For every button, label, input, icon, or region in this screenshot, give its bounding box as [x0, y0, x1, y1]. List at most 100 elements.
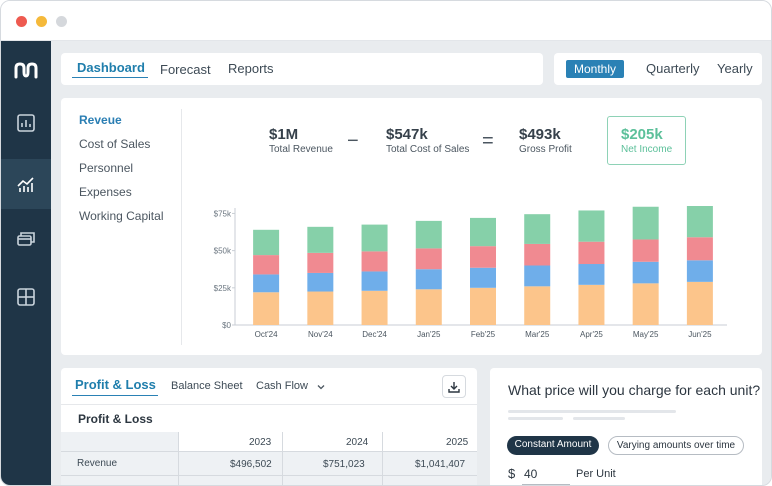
bar-segment: [524, 214, 551, 244]
cards-icon[interactable]: [1, 214, 51, 264]
bar-segment: [524, 286, 551, 325]
x-tick-label: Mar'25: [525, 330, 550, 339]
bar-segment: [361, 224, 388, 252]
placeholder-line: [508, 417, 563, 420]
calculator-icon[interactable]: [1, 98, 51, 148]
pl-divider: [61, 404, 477, 405]
placeholder-line: [573, 417, 625, 420]
bar-segment: [686, 237, 713, 261]
bar-segment: [307, 272, 334, 292]
bar-segment: [578, 241, 605, 265]
bar-segment: [253, 229, 280, 256]
total-revenue-label: Total Revenue: [269, 144, 333, 155]
grid-icon[interactable]: [1, 272, 51, 322]
title-bar: [1, 1, 771, 41]
logo-icon[interactable]: [14, 61, 38, 86]
gross-profit-label: Gross Profit: [519, 144, 572, 155]
download-icon[interactable]: [442, 375, 466, 398]
tab-balance-sheet[interactable]: Balance Sheet: [171, 380, 243, 392]
bar-segment: [632, 261, 659, 284]
x-tick-label: Nov'24: [308, 330, 333, 339]
analytics-icon[interactable]: [1, 159, 51, 209]
column-header-2025: 2025: [446, 437, 469, 448]
bar-segment: [307, 291, 334, 325]
x-tick-label: Feb'25: [471, 330, 496, 339]
bar-segment: [470, 217, 496, 247]
bar-segment: [686, 260, 713, 282]
bar-segment: [307, 252, 334, 273]
menu-item-cost-of-sales[interactable]: Cost of Sales: [79, 137, 151, 151]
y-tick-label: $25k: [214, 284, 232, 293]
menu-item-revenue[interactable]: Reveue: [79, 113, 122, 127]
bar-segment: [470, 267, 496, 288]
row-label-revenue: Revenue: [77, 458, 118, 469]
column-header-2024: 2024: [346, 437, 369, 448]
bar-segment: [470, 287, 496, 325]
bar-segment: [632, 239, 659, 262]
chevron-down-icon[interactable]: [316, 379, 326, 397]
bar-segment: [361, 251, 388, 272]
minus-operator: −: [347, 130, 359, 152]
period-yearly-button[interactable]: Yearly: [717, 61, 753, 76]
tab-forecast[interactable]: Forecast: [160, 62, 211, 77]
bar-segment: [524, 243, 551, 266]
table-cell: $496,502: [230, 459, 272, 470]
bar-segment: [686, 281, 713, 325]
bar-segment: [253, 292, 280, 325]
y-tick-label: $50k: [214, 247, 232, 256]
column-header-2023: 2023: [249, 437, 272, 448]
per-unit-label: Per Unit: [576, 468, 616, 480]
x-tick-label: Dec'24: [362, 330, 387, 339]
net-income-value: $205k: [621, 126, 663, 143]
total-cost-label: Total Cost of Sales: [386, 144, 470, 155]
period-monthly-button[interactable]: Monthly: [566, 60, 624, 78]
table-cell: $1,041,407: [415, 459, 466, 470]
pl-table-header: [179, 432, 477, 451]
close-window-button[interactable]: [16, 16, 27, 27]
bar-segment: [415, 289, 442, 325]
bar-segment: [578, 284, 605, 325]
equals-operator: =: [482, 130, 494, 152]
net-income-box: [607, 116, 686, 165]
menu-item-expenses[interactable]: Expenses: [79, 185, 132, 199]
minimize-window-button[interactable]: [36, 16, 47, 27]
tab-cash-flow[interactable]: Cash Flow: [256, 380, 308, 392]
currency-symbol: $: [508, 466, 516, 481]
price-input[interactable]: 40: [522, 467, 570, 485]
bar-segment: [361, 290, 388, 325]
bar-segment: [253, 274, 280, 293]
tab-reports[interactable]: Reports: [228, 61, 274, 76]
varying-amounts-button[interactable]: Varying amounts over time: [608, 436, 744, 455]
maximize-window-button[interactable]: [56, 16, 67, 27]
bar-segment: [524, 265, 551, 287]
menu-item-working-capital[interactable]: Working Capital: [79, 209, 164, 223]
bar-segment: [253, 255, 280, 275]
bar-segment: [632, 206, 659, 240]
unit-price-card: [490, 368, 762, 485]
menu-divider: [181, 109, 182, 345]
bar-segment: [686, 206, 713, 238]
bar-segment: [415, 220, 442, 249]
total-cost-value: $547k: [386, 126, 428, 143]
constant-amount-button[interactable]: Constant Amount: [507, 436, 599, 455]
period-quarterly-button[interactable]: Quarterly: [646, 61, 700, 76]
tab-dashboard[interactable]: Dashboard: [77, 60, 145, 75]
pl-title: Profit & Loss: [78, 412, 153, 426]
x-tick-label: Jun'25: [688, 330, 712, 339]
y-tick-label: $0: [222, 321, 231, 330]
menu-item-personnel[interactable]: Personnel: [79, 161, 134, 175]
placeholder-line: [508, 410, 676, 413]
tab-profit-loss[interactable]: Profit & Loss: [75, 377, 156, 392]
bar-segment: [470, 246, 496, 268]
bar-segment: [578, 210, 605, 242]
bar-segment: [361, 271, 388, 291]
pl-tab-underline: [72, 395, 158, 396]
revenue-stacked-bar-chart: $0 $25k $50k $75k Oct'24 Nov'24 Dec'24 Jan'25 Fe…: [214, 206, 727, 339]
unit-price-question: What price will you charge for each unit…: [508, 382, 761, 398]
gross-profit-value: $493k: [519, 126, 561, 143]
bar-segment: [578, 264, 605, 285]
bar-segment: [632, 283, 659, 325]
bar-segment: [415, 269, 442, 290]
sidebar: [1, 41, 51, 485]
